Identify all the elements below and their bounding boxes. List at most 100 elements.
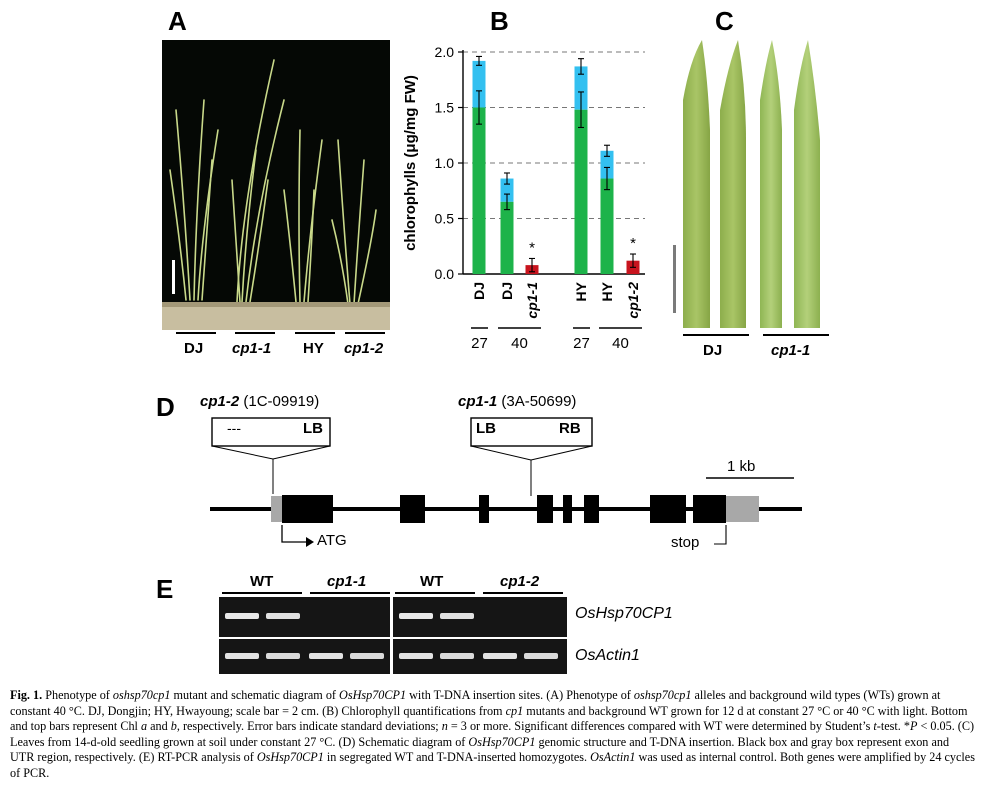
temperature-label: 27	[573, 335, 590, 352]
y-axis-label: chlorophylls (μg/mg FW)	[402, 75, 419, 251]
category-label: cp1-1	[524, 282, 540, 319]
caption-part: with T-DNA insertion sites. (A) Phenotyp…	[406, 688, 634, 702]
cp1-2-box-lb: LB	[303, 420, 323, 437]
gel-bar-wt-2	[395, 592, 475, 594]
caption-part: b	[170, 719, 177, 733]
cp1-1-id: (3A-50699)	[501, 393, 577, 410]
caption-part: mutant and schematic diagram of	[170, 688, 340, 702]
bar-chl-a	[600, 178, 614, 274]
scale-bar-label: 1 kb	[727, 458, 756, 475]
leaf-group-bar-cp1-1	[763, 334, 829, 336]
stop-label: stop	[671, 534, 700, 551]
y-tick-label: 0.0	[435, 266, 455, 282]
bar-chl-b	[574, 66, 588, 110]
gene-structure-diagram	[210, 417, 802, 547]
caption-part: -test. *	[876, 719, 910, 733]
leaf-label-cp1-1: cp1-1	[771, 342, 811, 359]
group-label-cp1-1: cp1-1	[232, 340, 272, 357]
group-bar-cp1-1	[235, 332, 275, 334]
y-tick-label: 0.5	[435, 211, 455, 227]
figure-caption: Fig. 1. Phenotype of oshsp70cp1 mutant a…	[10, 688, 975, 781]
cp1-2-box-left: ---	[227, 420, 241, 436]
caption-part: cp1	[505, 703, 524, 718]
temperature-label: 40	[511, 335, 528, 352]
significance-mark: *	[529, 239, 535, 256]
leaf-label-dj: DJ	[703, 342, 723, 359]
caption-part: a	[140, 719, 148, 733]
caption-part: OsActin1	[590, 750, 636, 764]
category-label: HY	[573, 281, 589, 301]
caption-part: mutants and background WT grown for 12 d…	[10, 703, 968, 734]
cp1-2-insert-title: cp1-2 (1C-09919)	[200, 393, 319, 410]
group-bar-hy	[295, 332, 335, 334]
gene-label-hsp70cp1: OsHsp70CP1	[575, 605, 673, 622]
bar-chl-b	[500, 178, 514, 202]
cp1-2-id: (1C-09919)	[243, 393, 320, 410]
panel-label-b: B	[490, 6, 509, 36]
category-label: DJ	[499, 282, 515, 300]
seedling-photo	[162, 40, 390, 330]
significance-mark: *	[630, 235, 636, 252]
caption-part: OsHsp70CP1	[468, 734, 536, 749]
category-label: cp1-2	[625, 282, 641, 319]
panel-label-c: C	[715, 6, 734, 36]
caption-part: was used as internal control. Both genes…	[10, 750, 975, 780]
scale-bar	[673, 245, 676, 313]
y-tick-label: 1.5	[435, 100, 455, 116]
gel-bar-cp1-2	[483, 592, 563, 594]
caption-part: oshsp70cp1	[112, 688, 171, 702]
caption-part: in segregated WT and T-DNA-inserted homo…	[323, 750, 591, 764]
group-bar-dj	[176, 332, 216, 334]
cp1-1-allele: cp1-1	[458, 393, 498, 410]
panel-label-d: D	[156, 392, 175, 422]
group-label-dj: DJ	[184, 340, 204, 357]
leaves-photo	[683, 40, 820, 328]
y-tick-label: 2.0	[435, 44, 455, 60]
chlorophyll-chart: 0.0 0.5 1.0 1.5 2.0 chlorophylls (μg/mg FW) DJ…	[402, 44, 645, 352]
caption-part: P	[909, 719, 918, 733]
bar-chl-b	[600, 150, 614, 179]
temperature-label: 27	[471, 335, 488, 352]
y-tick-label: 1.0	[435, 155, 455, 171]
group-bar-cp1-2	[345, 332, 385, 334]
gel-bar-wt-1	[222, 592, 302, 594]
caption-part: OsHsp70CP1	[339, 688, 407, 702]
cp1-1-box-rb: RB	[559, 420, 581, 437]
bar-chl-b	[472, 60, 486, 108]
caption-part: Phenotype of	[42, 688, 113, 702]
gel-header-cp1-2: cp1-2	[500, 573, 540, 590]
temperature-label: 40	[612, 335, 629, 352]
cp1-2-allele: cp1-2	[200, 393, 240, 410]
cp1-1-insert-title: cp1-1 (3A-50699)	[458, 393, 576, 410]
caption-part: OsHsp70CP1	[256, 750, 324, 764]
gene-label-actin1: OsActin1	[575, 647, 640, 664]
gel-header-cp1-1: cp1-1	[327, 573, 367, 590]
gel-bar-cp1-1	[310, 592, 390, 594]
caption-part: < 0.05. (C) Leaves from 14-d-old seedlin…	[10, 719, 975, 749]
bar-chl-a	[574, 109, 588, 274]
group-label-cp1-2: cp1-2	[344, 340, 384, 357]
gel-header-wt-1: WT	[250, 573, 274, 590]
caption-part: alleles and background wild types (WTs) …	[10, 688, 941, 718]
panel-label-a: A	[168, 6, 187, 36]
gel-header-wt-2: WT	[420, 573, 444, 590]
category-label: DJ	[471, 282, 487, 300]
bar-chl-a	[472, 107, 486, 274]
atg-label: ATG	[317, 532, 347, 549]
caption-part: = 3 or more. Significant differences com…	[447, 719, 874, 733]
caption-part: , respectively. Error bars indicate stan…	[176, 719, 442, 733]
category-label: HY	[599, 281, 615, 301]
caption-part: genomic structure and T-DNA insertion. B…	[10, 734, 950, 765]
group-label-hy: HY	[303, 340, 324, 357]
caption-part: oshsp70cp1	[633, 688, 692, 702]
caption-part: t	[873, 719, 877, 733]
panel-label-e: E	[156, 574, 174, 604]
caption-fig-label: Fig. 1.	[10, 688, 43, 702]
bar-chl-a	[500, 201, 514, 274]
rt-pcr-gel	[219, 597, 567, 674]
cp1-1-box-lb: LB	[476, 420, 496, 437]
caption-part: n	[441, 719, 448, 733]
caption-body: Phenotype of oshsp70cp1 mutant and schem…	[10, 688, 975, 780]
leaf-group-bar-dj	[683, 334, 749, 336]
caption-part: and	[147, 719, 171, 733]
